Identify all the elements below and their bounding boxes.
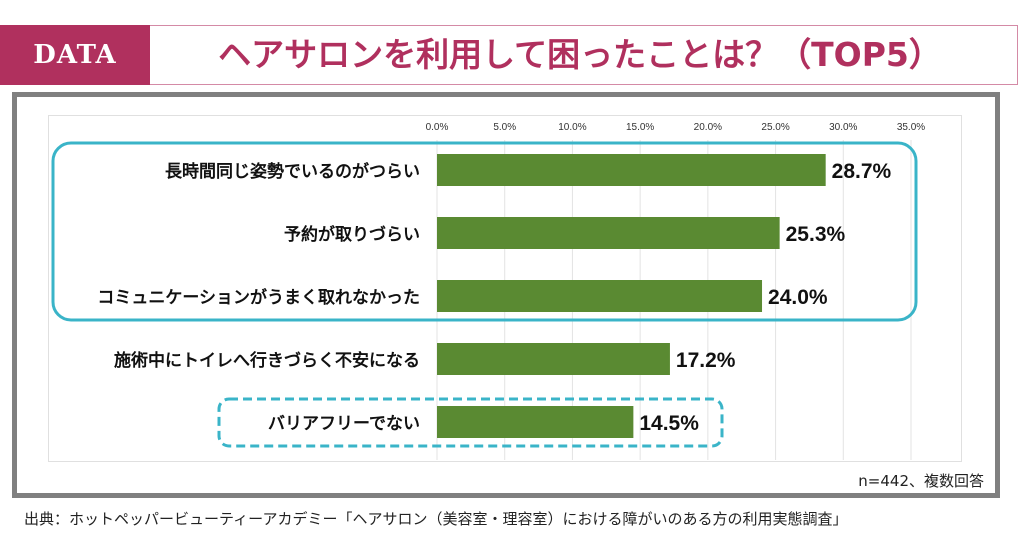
data-tag: DATA	[0, 25, 150, 85]
page-title: ヘアサロンを利用して困ったことは？（TOP5）	[218, 35, 942, 74]
tick-label: 10.0%	[558, 122, 586, 133]
sample-note: n=442、複数回答	[858, 472, 984, 490]
data-label: 14.5%	[639, 412, 699, 435]
category-label: 予約が取りづらい	[284, 224, 420, 245]
tick-label: 5.0%	[493, 122, 516, 133]
tick-label: 35.0%	[897, 122, 925, 133]
tick-label: 0.0%	[426, 122, 449, 133]
plot-area	[48, 115, 962, 462]
data-label: 25.3%	[786, 223, 846, 246]
data-label: 28.7%	[832, 160, 892, 183]
category-label: 長時間同じ姿勢でいるのがつらい	[165, 161, 420, 182]
tick-label: 30.0%	[829, 122, 857, 133]
source-citation: 出典：ホットペッパービューティーアカデミー「ヘアサロン（美容室・理容室）における…	[24, 510, 848, 528]
highlight-box-solid	[51, 141, 918, 322]
data-label: 17.2%	[676, 349, 736, 372]
bar	[437, 217, 780, 249]
category-label: コミュニケーションがうまく取れなかった	[97, 287, 420, 308]
chart-frame	[12, 92, 1000, 498]
tick-label: 15.0%	[626, 122, 654, 133]
data-label: 24.0%	[768, 286, 828, 309]
bar	[437, 154, 826, 186]
category-label: バリアフリーでない	[268, 414, 420, 434]
header-band	[0, 25, 1018, 85]
bar	[437, 343, 670, 375]
highlight-box-dashed	[217, 397, 724, 448]
bar	[437, 406, 634, 438]
bar	[437, 280, 763, 312]
tick-label: 20.0%	[694, 122, 722, 133]
tick-label: 25.0%	[761, 122, 789, 133]
category-label: 施術中にトイレへ行きづらく不安になる	[114, 350, 420, 371]
